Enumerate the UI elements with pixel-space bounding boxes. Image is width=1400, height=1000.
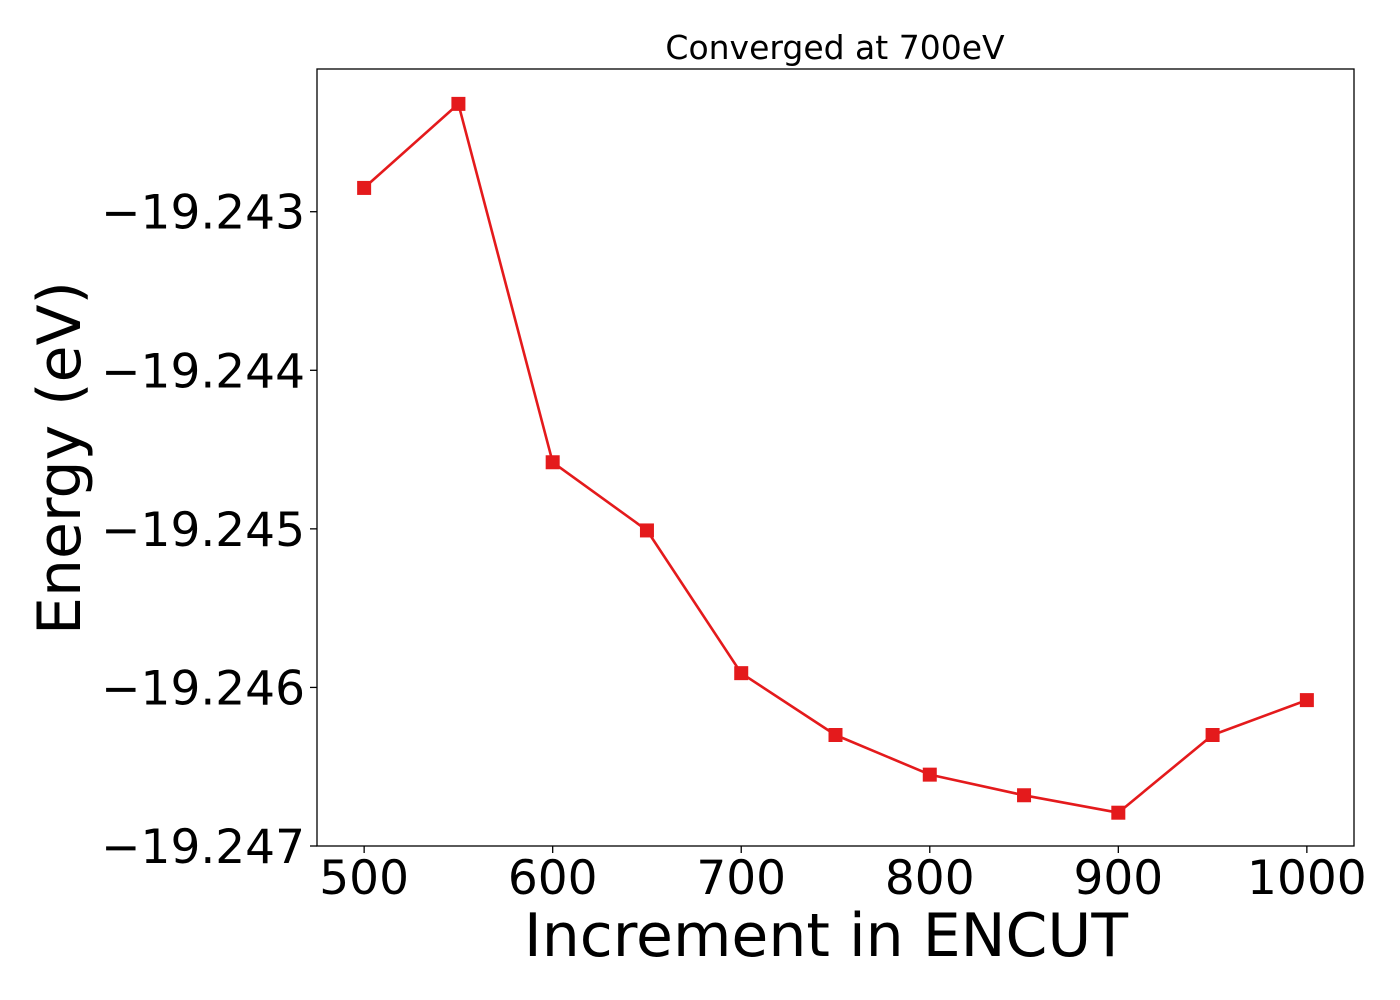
x-axis-label: Increment in ENCUT	[524, 901, 1128, 971]
x-tick-label: 600	[508, 851, 598, 906]
y-tick-label: −19.247	[101, 820, 305, 875]
data-point-marker	[545, 455, 560, 470]
data-point-marker	[1111, 805, 1126, 820]
data-point-marker	[1017, 788, 1032, 803]
y-tick-label: −19.244	[101, 344, 305, 399]
plot-frame	[316, 68, 1355, 847]
x-tick-label: 1000	[1247, 851, 1367, 906]
y-axis-label: Energy (eV)	[25, 281, 95, 635]
data-point-marker	[828, 728, 843, 742]
data-point-marker	[1299, 693, 1314, 708]
x-axis: 500 600 700 800 900 1000	[319, 846, 1367, 906]
x-tick-label: 700	[696, 851, 786, 906]
series-line	[363, 102, 1308, 815]
y-axis: −19.243 −19.244 −19.245 −19.246 −19.247	[101, 186, 317, 875]
chart-title: Converged at 700eV	[665, 28, 1005, 67]
x-tick-label: 900	[1073, 851, 1163, 906]
y-tick-label: −19.243	[101, 186, 305, 241]
data-point-marker	[639, 523, 654, 538]
x-tick-label: 500	[319, 851, 409, 906]
data-point-marker	[734, 666, 749, 681]
y-tick-label: −19.246	[101, 661, 305, 716]
y-tick-label: −19.245	[101, 503, 305, 558]
plot-area	[357, 96, 1314, 820]
data-point-marker	[451, 96, 466, 111]
x-tick-label: 800	[885, 851, 975, 906]
data-point-marker	[922, 767, 937, 782]
data-point-marker	[357, 180, 372, 195]
data-point-marker	[1205, 728, 1220, 742]
